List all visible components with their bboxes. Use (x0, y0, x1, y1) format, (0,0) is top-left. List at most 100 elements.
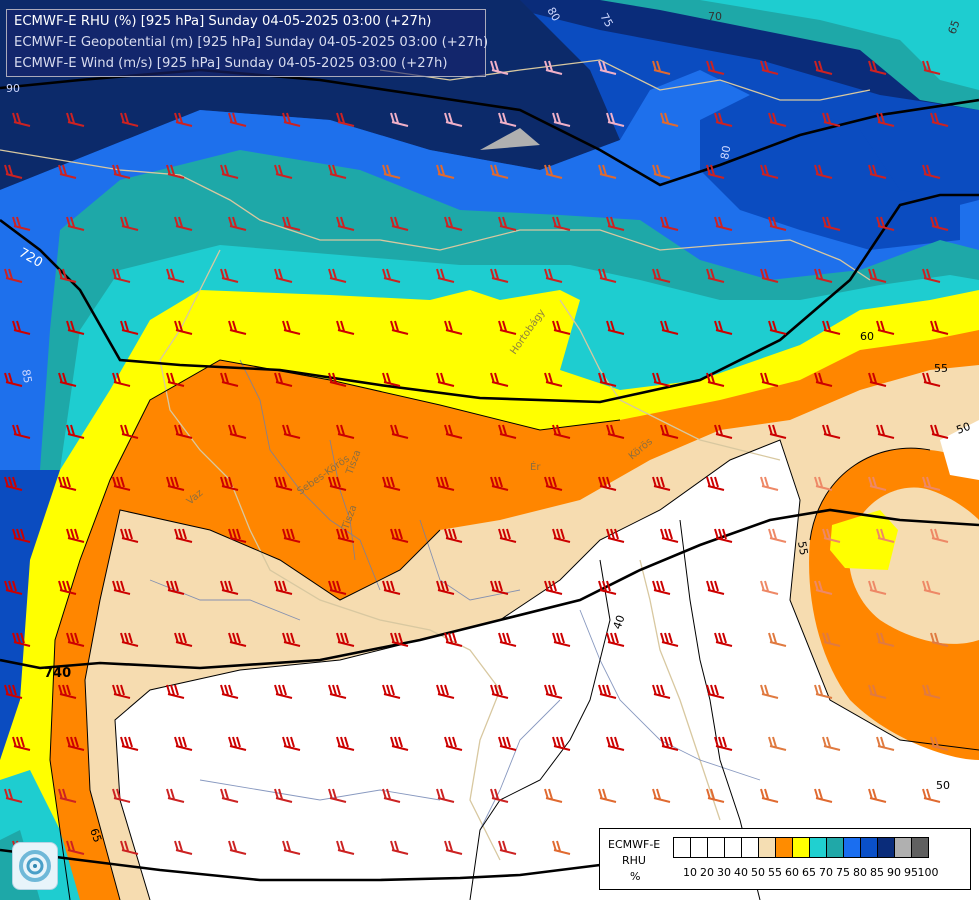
wind-barb (112, 268, 131, 283)
wind-barb (922, 164, 941, 179)
wind-barb (444, 840, 463, 855)
rhu-legend: ECMWF-E RHU % 10 20 30 40 50 55 60 65 70 75 80 85 90… (599, 828, 971, 890)
wind-barb (930, 736, 949, 751)
wind-barb (498, 320, 517, 335)
wind-barb (336, 112, 355, 127)
legend-swatch (741, 837, 759, 858)
wind-barb (328, 788, 347, 803)
wind-barb (498, 736, 517, 751)
wind-barb (174, 632, 193, 647)
wind-barb (760, 580, 779, 595)
wind-barb (66, 216, 85, 231)
legend-swatch (724, 837, 742, 858)
wind-barb (868, 580, 887, 595)
legend-swatch (826, 837, 844, 858)
rhu-below-55-region (115, 440, 979, 900)
wind-barb (814, 580, 833, 595)
wind-barb (66, 320, 85, 335)
wind-barb (382, 788, 401, 803)
wind-barb (120, 632, 139, 647)
wind-barb (490, 684, 509, 699)
wind-barb (174, 424, 193, 439)
legend-swatch (792, 837, 810, 858)
wind-barb (336, 424, 355, 439)
wind-barb (814, 372, 833, 387)
wind-barb (112, 788, 131, 803)
wind-barb (814, 60, 833, 75)
wind-barb (12, 424, 31, 439)
wind-barb (174, 736, 193, 751)
wind-barb (714, 528, 733, 543)
wind-barb (166, 372, 185, 387)
wind-barb (552, 424, 571, 439)
wind-barb (66, 424, 85, 439)
wind-barb (822, 632, 841, 647)
wind-barb (120, 528, 139, 543)
wind-barb (112, 164, 131, 179)
legend-unit: % (630, 870, 641, 883)
wind-barb (652, 372, 671, 387)
label-50-bottom: 50 (936, 779, 950, 792)
wind-barb (274, 268, 293, 283)
wind-barb (390, 736, 409, 751)
wind-barb (706, 788, 725, 803)
wind-barb (768, 424, 787, 439)
legend-ticks: 10 20 30 40 50 55 60 65 70 75 80 85 90 95 100 (673, 866, 973, 880)
wind-barb (652, 788, 671, 803)
wind-barb (274, 788, 293, 803)
wind-barb (336, 736, 355, 751)
wind-barb (174, 528, 193, 543)
wind-barb (436, 788, 455, 803)
wind-barb (706, 60, 725, 75)
wind-barb (768, 216, 787, 231)
wind-barb (166, 788, 185, 803)
wind-barb (282, 632, 301, 647)
wind-barb (868, 684, 887, 699)
wind-barb (930, 320, 949, 335)
wind-barb (706, 684, 725, 699)
wind-barb (390, 424, 409, 439)
wind-barb (228, 632, 247, 647)
wind-barb (444, 528, 463, 543)
legend-swatch (877, 837, 895, 858)
wind-barb (768, 112, 787, 127)
wind-barb (544, 684, 563, 699)
wind-barb (436, 476, 455, 491)
label-55-oval: 55 (795, 540, 810, 556)
wind-barb (552, 320, 571, 335)
wind-barb (382, 164, 401, 179)
wind-barb (760, 60, 779, 75)
wind-barb (336, 528, 355, 543)
wind-barb (112, 684, 131, 699)
wind-barb (282, 112, 301, 127)
wind-barb (660, 424, 679, 439)
wind-barb (228, 112, 247, 127)
wind-barb (336, 840, 355, 855)
wind-barb (166, 476, 185, 491)
wind-barb (436, 372, 455, 387)
rhu-85-90-region (0, 0, 979, 110)
wind-barb (714, 424, 733, 439)
label-65-bottom: 65 (87, 827, 104, 845)
wind-barb (922, 580, 941, 595)
wind-barb (174, 840, 193, 855)
wind-barb (220, 372, 239, 387)
wind-barb (498, 840, 517, 855)
wind-barb (490, 788, 509, 803)
wind-barb (382, 580, 401, 595)
wind-barb (922, 268, 941, 283)
wind-barb (930, 632, 949, 647)
wind-barb (606, 216, 625, 231)
wind-barb (876, 320, 895, 335)
wind-barb (12, 320, 31, 335)
wind-barb (112, 372, 131, 387)
wind-barb (436, 268, 455, 283)
wind-barb (876, 632, 895, 647)
wind-barb (930, 424, 949, 439)
wind-barb (876, 528, 895, 543)
wind-barb (922, 60, 941, 75)
legend-tick-label: 65 (802, 866, 816, 879)
legend-tick-label: 75 (836, 866, 850, 879)
wind-barb (714, 112, 733, 127)
wind-barb (598, 476, 617, 491)
